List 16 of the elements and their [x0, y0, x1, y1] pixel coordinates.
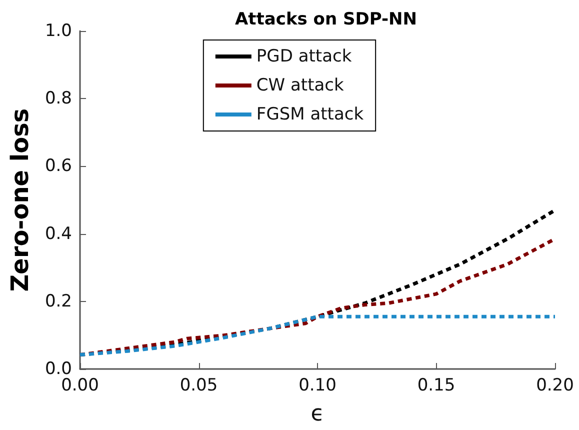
y-tick-label: 1.0 [44, 21, 72, 41]
y-axis-title: Zero-one loss [6, 108, 34, 292]
x-axis-title: ϵ [310, 402, 324, 426]
x-tick-label: 0.10 [298, 376, 336, 396]
legend-label: PGD attack [256, 46, 352, 66]
chart-title: Attacks on SDP-NN [234, 10, 418, 30]
y-tick-label: 0.8 [44, 88, 72, 109]
y-tick-label: 0.6 [44, 156, 72, 176]
legend-label: FGSM attack [256, 104, 364, 124]
x-tick-label: 0.20 [536, 376, 574, 396]
y-tick-label: 0.2 [44, 291, 72, 312]
line-series [78, 314, 557, 357]
y-tick-label: 0.4 [44, 224, 72, 244]
x-tick-label: 0.05 [180, 376, 218, 396]
x-tick-label: 0.15 [417, 376, 456, 396]
legend-label: CW attack [256, 76, 344, 96]
